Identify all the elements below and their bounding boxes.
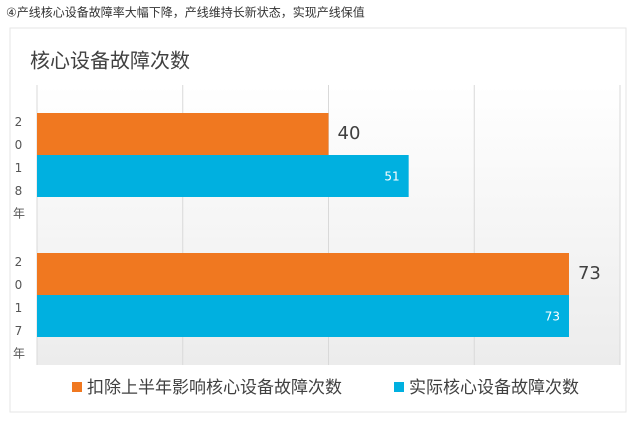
legend-label: 实际核心设备故障次数 [409, 378, 579, 398]
data-label: 51 [384, 170, 399, 184]
bar [37, 295, 569, 337]
bar [37, 113, 329, 155]
legend-swatch [394, 382, 404, 392]
legend-swatch [72, 382, 82, 392]
data-label: 73 [545, 310, 560, 324]
caption: ④产线核心设备故障率大幅下降，产线维持长新状态，实现产线保值 [6, 5, 365, 20]
bar [37, 253, 569, 295]
data-label: 73 [578, 263, 601, 284]
bar [37, 155, 409, 197]
y-tick-label: 2017年 [12, 255, 26, 368]
legend-label: 扣除上半年影响核心设备故障次数 [87, 378, 342, 398]
chart-title: 核心设备故障次数 [30, 49, 190, 73]
data-label: 40 [338, 123, 361, 144]
y-tick-label: 2018年 [12, 115, 26, 228]
